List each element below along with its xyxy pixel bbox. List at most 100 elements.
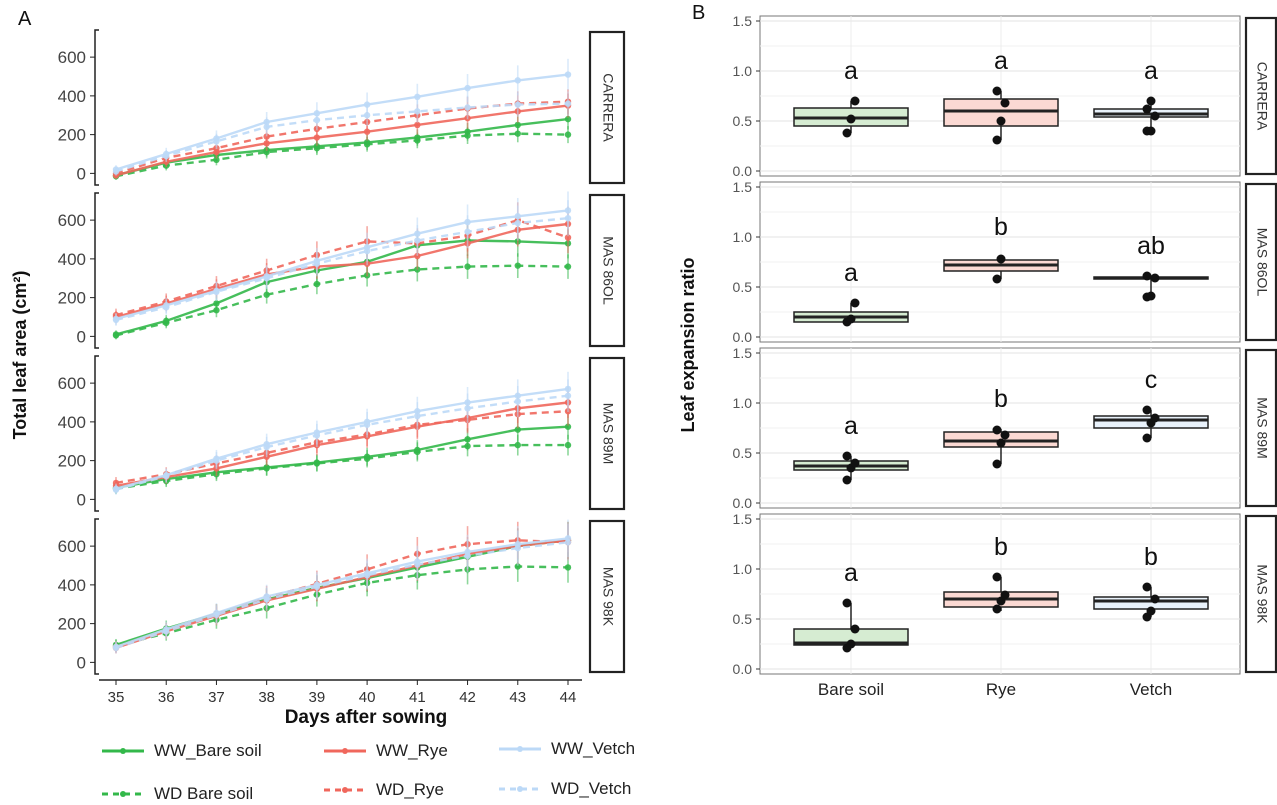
data-point: [564, 539, 572, 546]
series-line: [115, 537, 569, 649]
data-point: [112, 644, 120, 652]
data-point: [464, 132, 471, 139]
significance-letter: b: [994, 533, 1008, 561]
data-point: [112, 316, 120, 324]
data-point: [514, 101, 521, 108]
data-point: [996, 438, 1006, 448]
facet-strip-label: MAS 86OL: [600, 236, 616, 305]
facet-strip-label: CARRERA: [1254, 62, 1270, 131]
data-point: [464, 405, 471, 412]
x-tick-label: Rye: [986, 680, 1016, 699]
y-tick-label: 400: [58, 87, 86, 106]
y-tick-label: 0: [77, 164, 86, 183]
legend-label: WW_Rye: [376, 741, 448, 760]
data-point: [850, 298, 860, 308]
panel-label-a: A: [18, 8, 32, 30]
data-point: [1146, 606, 1156, 616]
facet-strip: [588, 193, 626, 348]
series-ww-vetch: [112, 519, 572, 653]
facet-strip: [1244, 348, 1277, 508]
data-point: [464, 84, 471, 92]
box-bare-soil: a: [793, 57, 909, 138]
data-point: [112, 168, 120, 175]
data-point: [163, 628, 170, 635]
series-wd-bare-soil: [112, 434, 572, 494]
data-point: [564, 214, 572, 222]
legend-label: WW_Bare soil: [154, 741, 262, 760]
data-point: [514, 121, 521, 129]
series-wd-rye: [112, 521, 572, 653]
x-tick-label: 44: [560, 689, 577, 706]
data-point: [842, 475, 852, 485]
data-point: [363, 247, 371, 255]
legend-swatch-icon: [499, 786, 541, 792]
y-tick-label: 1.0: [733, 561, 753, 577]
data-point: [564, 392, 572, 399]
y-tick-label: 0.0: [733, 329, 753, 345]
data-point: [464, 228, 471, 235]
facet-strip-label: CARRERA: [600, 73, 616, 142]
series-wd-bare-soil: [112, 551, 572, 652]
data-point: [263, 148, 270, 156]
facet-strip: [588, 356, 626, 511]
data-point: [112, 486, 120, 493]
data-point: [842, 451, 852, 461]
series-line: [115, 565, 569, 648]
data-point: [112, 332, 120, 339]
data-point: [163, 304, 170, 311]
data-point: [464, 104, 471, 111]
y-tick-label: 0: [77, 653, 86, 672]
y-tick-label: 1.5: [733, 179, 753, 195]
series-line: [115, 264, 569, 337]
data-point: [263, 596, 270, 603]
data-point: [1142, 104, 1152, 114]
series-wd-vetch: [112, 379, 572, 495]
data-point: [1142, 271, 1152, 281]
legend-label: WD_Rye: [376, 780, 445, 799]
data-point: [564, 263, 572, 270]
series-line: [115, 217, 569, 322]
data-point: [1150, 111, 1160, 121]
x-tick-label: 40: [359, 689, 376, 706]
y-tick-label: 0: [77, 327, 86, 346]
y-tick-label: 600: [58, 537, 86, 556]
data-point: [514, 544, 521, 552]
box-vetch: c: [1093, 366, 1209, 443]
series-line: [115, 73, 569, 171]
significance-letter: b: [994, 213, 1008, 241]
y-tick-label: 400: [58, 250, 86, 269]
y-tick-label: 0.5: [733, 611, 753, 627]
data-point: [1142, 405, 1152, 415]
y-tick-label: 400: [58, 576, 86, 595]
x-tick-label: 39: [309, 689, 326, 706]
data-point: [1142, 433, 1152, 443]
series-line: [115, 132, 569, 178]
facet-strip: [588, 519, 626, 674]
data-point: [213, 307, 220, 314]
legend-item-ww-vetch: WW_Vetch: [497, 738, 635, 760]
y-tick-label: 200: [58, 615, 86, 634]
data-point: [263, 133, 270, 140]
data-point: [313, 116, 321, 124]
series-line: [115, 539, 569, 649]
y-tick-label: 200: [58, 452, 86, 471]
series-ww-bare-soil: [112, 414, 572, 494]
data-point: [363, 571, 371, 579]
data-point: [313, 144, 321, 152]
data-point: [363, 455, 371, 462]
series-ww-rye: [112, 93, 572, 179]
y-tick-label: 1.5: [733, 511, 753, 527]
data-point: [414, 237, 421, 244]
facet-strip: [1244, 514, 1277, 674]
series-wd-vetch: [112, 200, 572, 326]
legend-label: WW_Vetch: [551, 739, 636, 758]
series-line: [115, 394, 569, 491]
y-tick-label: 1.5: [733, 345, 753, 361]
data-point: [846, 314, 856, 324]
data-point: [414, 137, 421, 144]
data-point: [213, 457, 220, 464]
data-point: [263, 275, 270, 282]
series-line: [115, 209, 569, 321]
data-point: [213, 288, 220, 296]
